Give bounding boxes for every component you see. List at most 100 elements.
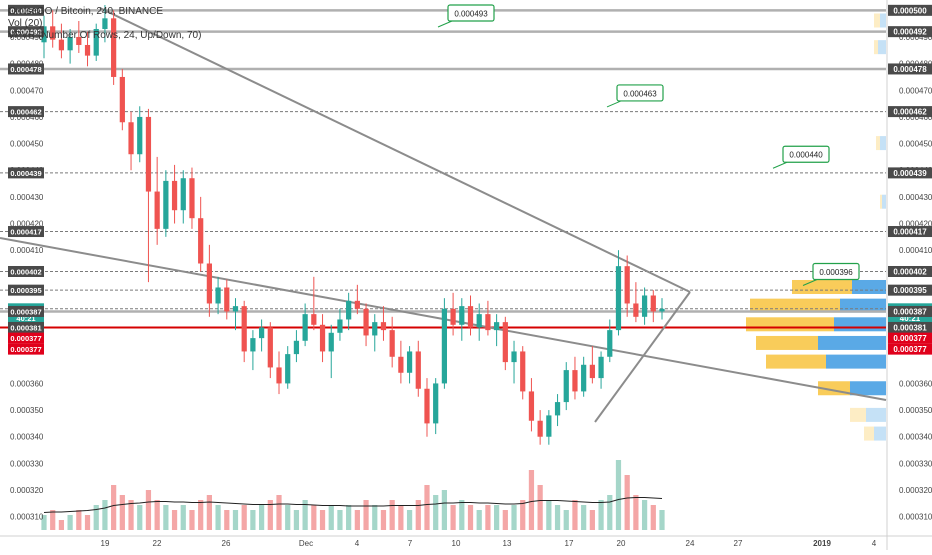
price-callout-box: [447, 4, 495, 22]
volume-profile-down-bar: [746, 317, 834, 332]
candle-body: [450, 308, 456, 325]
price-label-box-left: [8, 63, 44, 75]
candle-body: [76, 36, 82, 45]
price-label-box-left: [8, 167, 44, 179]
candle-body: [119, 76, 125, 123]
price-label-box: [888, 284, 932, 296]
volume-bar: [537, 485, 543, 530]
volume-bar: [641, 500, 648, 530]
price-callout-box: [812, 262, 860, 281]
candle-body: [84, 44, 91, 56]
volume-bar: [111, 485, 117, 530]
price-label-left: 0.000439: [10, 169, 41, 178]
candle-body: [154, 191, 160, 229]
y-tick-label-left: 0.000450: [10, 140, 44, 149]
price-label-box: [888, 26, 932, 38]
volume-indicator-label[interactable]: Vol (20): [8, 18, 43, 29]
volume-bar: [589, 510, 595, 530]
volume-bar: [389, 500, 395, 530]
price-label-box-left: [8, 343, 44, 355]
volume-profile-down-bar: [766, 354, 826, 369]
descending-trendline-upper: [99, 7, 691, 293]
price-label-left: 0.000417: [10, 228, 41, 237]
candle-body: [659, 308, 665, 312]
y-tick-label: 0.000460: [899, 113, 932, 122]
y-tick-label-left: 0.000340: [10, 433, 44, 442]
price-label-box: [888, 226, 932, 238]
x-tick-label: 7: [408, 539, 413, 548]
volume-bar: [293, 510, 300, 530]
candle-body: [641, 295, 648, 317]
candle-body: [572, 370, 578, 392]
volume-bar: [398, 505, 404, 530]
candle-body: [180, 178, 186, 211]
y-tick-label: 0.000350: [899, 406, 932, 415]
volume-bar: [581, 505, 587, 530]
y-tick-label-left: 0.000320: [10, 486, 44, 495]
candle-body: [380, 322, 387, 331]
volume-bar: [650, 505, 656, 530]
volume-bar: [520, 500, 526, 530]
volume-profile-up-bar: [866, 407, 886, 422]
price-label-box-left: [8, 106, 44, 118]
volume-bar: [528, 470, 535, 530]
volume-bar: [433, 495, 439, 530]
ascending-trendline: [594, 291, 691, 423]
price-label-box: [888, 4, 932, 16]
candle-body: [346, 300, 352, 320]
candle-body: [319, 324, 326, 352]
y-tick-label-left: 0.000310: [10, 513, 44, 522]
volume-bar: [67, 515, 73, 530]
symbol-title[interactable]: OmiseGO / Bitcoin, 240, BINANCE: [8, 6, 164, 17]
price-label-box: [888, 265, 932, 277]
candle-body: [598, 356, 604, 379]
candle-body: [406, 351, 413, 373]
price-label-box-left: [8, 312, 44, 324]
y-tick-label: 0.000410: [899, 246, 932, 255]
volume-profile-down-bar: [756, 335, 818, 350]
price-label-box-left: [8, 26, 44, 38]
candle-body: [476, 314, 482, 328]
price-label-left: 0.000478: [10, 65, 41, 74]
y-tick-label-left: 0.000330: [10, 459, 44, 468]
candle-body: [128, 122, 134, 155]
volume-bar: [607, 495, 613, 530]
volume-profile-up-bar: [852, 279, 886, 294]
volume-bar: [154, 500, 160, 530]
candle-body: [398, 356, 404, 373]
candle-body: [485, 314, 491, 331]
volume-bar: [102, 500, 108, 530]
x-tick-label: 4: [355, 539, 360, 548]
y-tick-label: 0.000360: [899, 379, 932, 388]
volume-profile-down-bar: [864, 426, 874, 441]
candle-body: [250, 338, 256, 352]
vpvr-indicator-label[interactable]: VPVR (Number Of Rows, 24, Up/Down, 70): [8, 30, 202, 41]
price-callout-box: [782, 145, 830, 163]
volume-bar: [206, 495, 212, 530]
price-callout-label: 0.000493: [454, 9, 488, 18]
volume-bar: [546, 500, 552, 530]
volume-bar: [224, 510, 230, 530]
volume-bar: [633, 495, 639, 530]
candle-body: [58, 39, 65, 51]
candle-body: [145, 116, 152, 192]
candle-body: [415, 351, 421, 389]
candle-body: [102, 18, 108, 29]
candle-body: [111, 18, 117, 77]
price-label: 0.000377: [893, 334, 927, 343]
price-label-box: [888, 312, 932, 324]
volume-bar: [241, 505, 247, 530]
volume-bar: [363, 500, 369, 530]
volume-bar: [50, 510, 56, 530]
volume-bar: [171, 510, 178, 530]
y-tick-label: 0.000310: [899, 513, 932, 522]
x-tick-label: 2019: [813, 539, 831, 548]
price-label-left: 0.000402: [10, 267, 41, 276]
candle-body: [520, 351, 526, 392]
volume-profile-down-bar: [880, 194, 882, 209]
y-tick-label: 0.000470: [899, 86, 932, 95]
price-label: 0.000478: [893, 65, 927, 74]
candle-body: [424, 388, 430, 424]
